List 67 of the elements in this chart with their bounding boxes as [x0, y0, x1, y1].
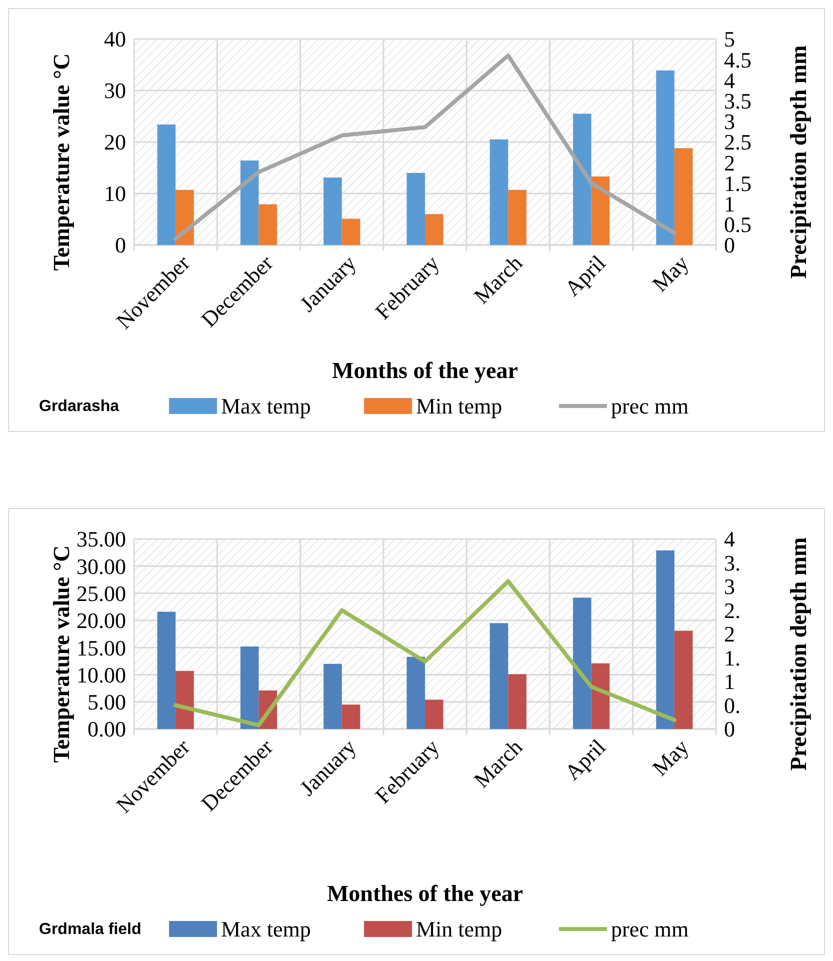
line-series — [174, 53, 676, 241]
bar — [591, 176, 610, 245]
bar — [572, 598, 592, 729]
line-series — [174, 579, 676, 728]
bar — [508, 190, 526, 245]
y2-tick-label: 3 — [724, 574, 735, 600]
x-axis-title: Monthes of the year — [326, 881, 524, 906]
y-tick-label: 20.00 — [76, 608, 126, 634]
y2-axis-title: Precipitation depth mm — [786, 537, 811, 771]
bar — [591, 663, 610, 729]
bar — [674, 630, 693, 729]
y2-tick-label: 0. — [724, 692, 740, 718]
y-tick-label: 30 — [104, 78, 126, 104]
bar — [176, 670, 194, 729]
y2-tick-label: 1. — [724, 645, 740, 670]
y-tick-label: 0 — [115, 232, 126, 258]
legend-label: Min temp — [416, 916, 502, 942]
y-tick-label: 25.00 — [76, 580, 126, 606]
bar — [157, 124, 176, 245]
x-tick-label: May — [647, 250, 694, 296]
y-tick-label: 5.00 — [88, 690, 126, 715]
y-tick-label: 0.00 — [88, 716, 126, 742]
y-tick-label: 40 — [104, 26, 126, 52]
y2-tick-label: 2 — [724, 622, 735, 647]
y2-tick-label: 0 — [724, 716, 735, 742]
legend-label: prec mm — [611, 394, 689, 419]
bar — [342, 218, 360, 245]
y-tick-label: 10.00 — [76, 662, 126, 688]
y-axis-title: Temperature value °C — [49, 545, 74, 763]
bar — [240, 646, 259, 729]
text: Grdmala field — [39, 921, 142, 938]
y-tick-label: 35.00 — [76, 526, 126, 552]
y-tick-label: 15.00 — [76, 635, 126, 660]
bar — [425, 214, 444, 245]
y2-axis-title: Precipitation depth mm — [786, 45, 811, 279]
bar — [490, 139, 508, 245]
bar — [508, 674, 526, 729]
y2-tick-label: 2. — [724, 598, 740, 623]
legend-label: prec mm — [611, 916, 689, 942]
bar — [240, 160, 259, 245]
text: Grdarasha — [39, 398, 120, 415]
bar — [406, 172, 425, 245]
bar — [176, 190, 194, 245]
legend-label: Max temp — [221, 916, 311, 942]
x-axis-title: Months of the year — [332, 358, 518, 383]
y-tick-label: 20 — [104, 130, 126, 155]
bar — [572, 114, 592, 245]
bar — [425, 700, 444, 729]
bar — [674, 148, 693, 245]
bar — [342, 704, 360, 729]
y-tick-label: 30.00 — [76, 554, 126, 579]
y-tick-label: 10 — [104, 181, 126, 206]
bar — [490, 623, 508, 729]
legend-label: Max temp — [221, 394, 311, 419]
bar — [258, 204, 278, 245]
y-axis-title: Temperature value °C — [49, 53, 74, 271]
bar — [157, 612, 176, 729]
bar — [656, 70, 674, 245]
bar — [324, 178, 342, 245]
legend-label: Min temp — [416, 394, 502, 419]
bar — [324, 664, 342, 729]
y2-tick-label: 1 — [724, 669, 735, 694]
bar — [656, 550, 674, 729]
y2-tick-label: 4 — [724, 526, 735, 552]
bar — [406, 656, 425, 729]
y2-tick-label: 3. — [724, 550, 740, 576]
x-tick-label: May — [647, 734, 694, 780]
